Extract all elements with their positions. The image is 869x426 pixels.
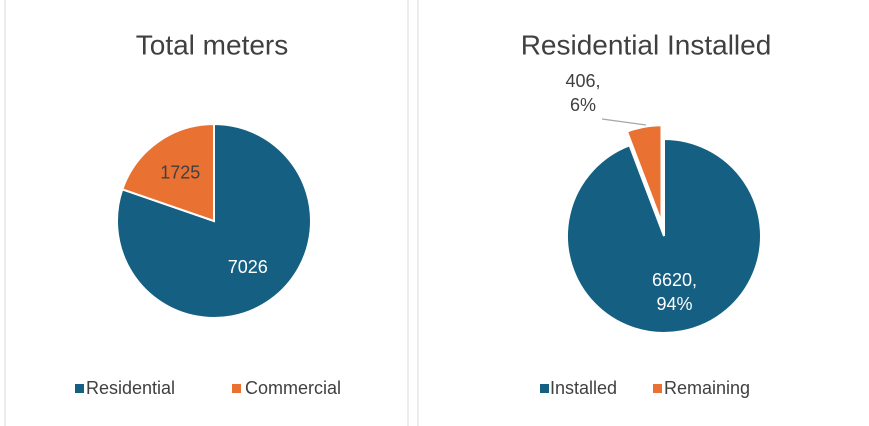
legend-swatch xyxy=(232,384,241,393)
data-label: 6620, xyxy=(652,270,697,290)
data-label: 6% xyxy=(570,95,596,115)
legend-label: Installed xyxy=(550,378,617,398)
data-label: 406, xyxy=(565,71,600,91)
panel-border xyxy=(417,0,419,426)
legend-swatch xyxy=(540,384,549,393)
chart-title: Residential Installed xyxy=(521,29,772,60)
legend-label: Remaining xyxy=(664,378,750,398)
data-label: 1725 xyxy=(160,162,200,182)
chart-title: Total meters xyxy=(136,29,289,60)
pie-slice xyxy=(116,122,312,319)
pie-slice xyxy=(121,122,215,223)
legend-label: Commercial xyxy=(245,378,341,398)
legend-swatch xyxy=(75,384,84,393)
pie-slice xyxy=(566,137,762,334)
legend-label: Residential xyxy=(86,378,175,398)
data-label: 7026 xyxy=(228,257,268,277)
panel-border xyxy=(4,0,409,426)
leader-line xyxy=(601,118,647,126)
legend-swatch xyxy=(653,384,662,393)
pie-slice xyxy=(625,124,663,223)
data-label: 94% xyxy=(656,294,692,314)
